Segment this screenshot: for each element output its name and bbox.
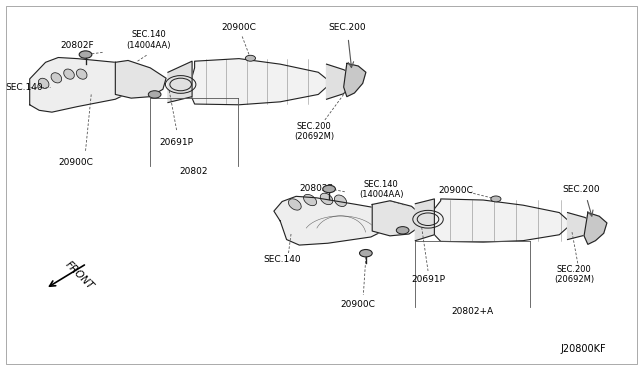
Text: FRONT: FRONT: [63, 259, 95, 291]
Polygon shape: [326, 64, 356, 99]
Text: 20691P: 20691P: [411, 275, 445, 283]
Polygon shape: [29, 58, 141, 112]
Ellipse shape: [38, 78, 49, 89]
Polygon shape: [344, 63, 366, 97]
Ellipse shape: [64, 69, 74, 79]
Polygon shape: [372, 201, 423, 236]
Circle shape: [245, 55, 255, 61]
Ellipse shape: [289, 199, 301, 210]
Text: SEC.200
(20692M): SEC.200 (20692M): [294, 122, 334, 141]
Ellipse shape: [334, 195, 347, 206]
Polygon shape: [435, 199, 568, 242]
Polygon shape: [584, 212, 607, 244]
Ellipse shape: [303, 195, 317, 206]
Text: 20802F: 20802F: [300, 185, 333, 193]
Text: 20802: 20802: [179, 167, 207, 176]
Text: SEC.200: SEC.200: [563, 185, 600, 194]
Polygon shape: [568, 212, 597, 240]
Text: 20900C: 20900C: [341, 300, 376, 310]
Ellipse shape: [76, 69, 87, 79]
Ellipse shape: [320, 193, 333, 205]
Text: 20802F: 20802F: [60, 41, 94, 50]
Text: SEC.140
(14004AA): SEC.140 (14004AA): [127, 31, 171, 50]
Ellipse shape: [51, 73, 61, 83]
Circle shape: [396, 227, 409, 234]
Text: 20900C: 20900C: [438, 186, 474, 195]
Circle shape: [148, 91, 161, 98]
Text: SEC.200
(20692M): SEC.200 (20692M): [554, 265, 594, 284]
Text: 20900C: 20900C: [58, 157, 93, 167]
Polygon shape: [115, 61, 166, 98]
Text: SEC.140: SEC.140: [263, 255, 301, 264]
Text: 20802+A: 20802+A: [451, 307, 493, 316]
Circle shape: [491, 196, 501, 202]
Polygon shape: [415, 199, 435, 241]
Circle shape: [360, 250, 372, 257]
Text: J20800KF: J20800KF: [560, 344, 605, 354]
Circle shape: [79, 51, 92, 58]
Circle shape: [323, 185, 335, 193]
Text: SEC.200: SEC.200: [328, 23, 365, 32]
Text: 20900C: 20900C: [221, 23, 257, 32]
Polygon shape: [168, 61, 192, 103]
Polygon shape: [191, 59, 326, 105]
Polygon shape: [274, 196, 396, 245]
Text: SEC.140
(14004AA): SEC.140 (14004AA): [359, 180, 403, 199]
Text: SEC.140: SEC.140: [6, 83, 44, 92]
Text: 20691P: 20691P: [160, 138, 194, 147]
